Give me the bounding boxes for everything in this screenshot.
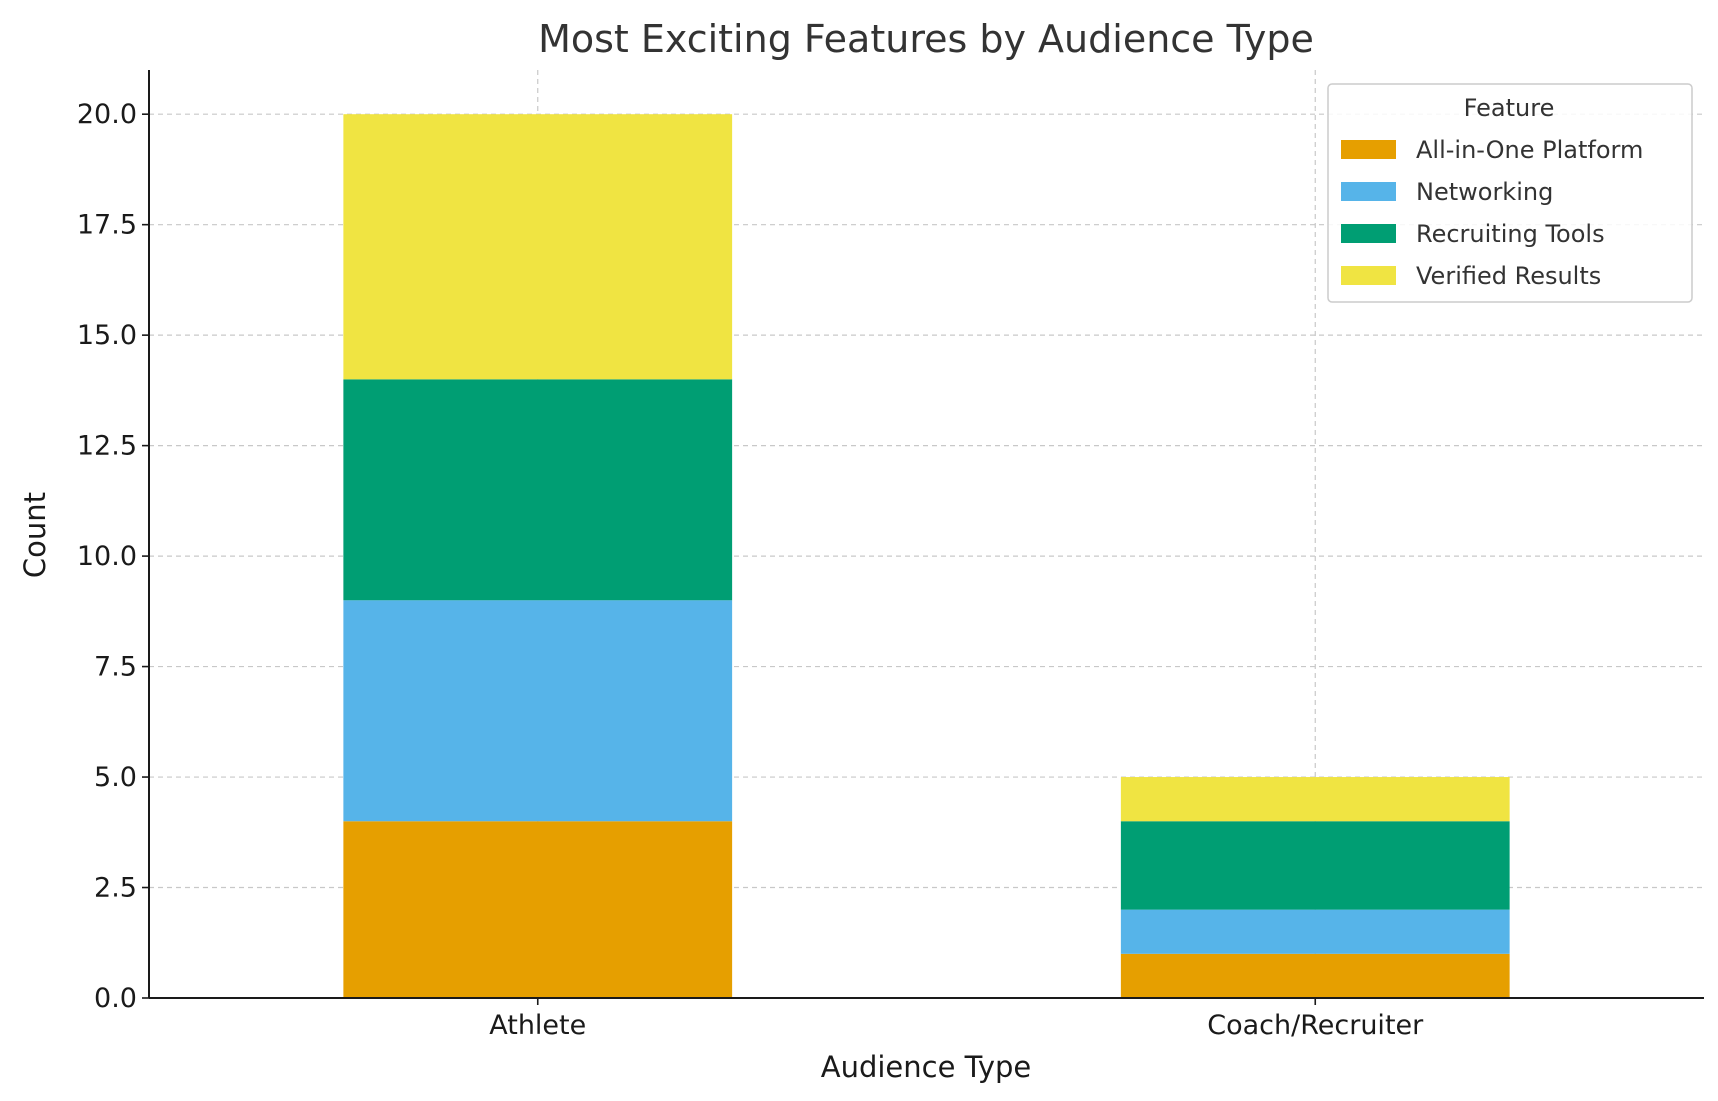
bar-segment [1120,821,1510,910]
legend-items: All-in-One Platform Networking Recruiting … [1341,136,1643,290]
y-tick-label: 12.5 [77,431,137,462]
legend-swatch [1341,266,1396,285]
bar-segment [343,821,733,998]
y-tick-label: 0.0 [94,983,137,1014]
legend-swatch [1341,224,1396,243]
bar-segment [343,114,733,380]
bars-layer [343,114,1510,998]
legend-label: Verified Results [1416,262,1601,290]
legend-swatch [1341,140,1396,159]
y-tick-label: 10.0 [77,541,137,572]
legend-label: Networking [1416,178,1553,206]
y-tick-label: 20.0 [77,99,137,130]
bar-segment [343,600,733,822]
bar-segment [1120,777,1510,822]
legend-swatch [1341,182,1396,201]
y-tick-label: 5.0 [94,762,137,793]
y-axis-label: Count [18,492,52,578]
y-tick-label: 15.0 [77,320,137,351]
y-ticks: 0.0 2.5 5.0 7.5 10.0 12.5 15.0 17.5 20.0 [77,99,149,1014]
legend-label: Recruiting Tools [1416,220,1605,248]
legend: Feature All-in-One Platform Networking Rec… [1327,83,1693,303]
x-ticks: Athlete Coach/Recruiter [489,998,1424,1041]
y-tick-label: 7.5 [94,652,137,683]
x-axis-label: Audience Type [821,1050,1032,1084]
bar-segment [1120,909,1510,954]
y-tick-label: 17.5 [77,210,137,241]
legend-box [1327,83,1693,303]
chart-title: Most Exciting Features by Audience Type [538,17,1314,61]
x-tick-label: Athlete [489,1010,586,1041]
legend-title: Feature [1464,94,1555,122]
y-tick-label: 2.5 [94,873,137,904]
x-tick-label: Coach/Recruiter [1207,1010,1424,1041]
bar-segment [1120,953,1510,998]
bar-segment [343,379,733,601]
legend-label: All-in-One Platform [1416,136,1643,164]
